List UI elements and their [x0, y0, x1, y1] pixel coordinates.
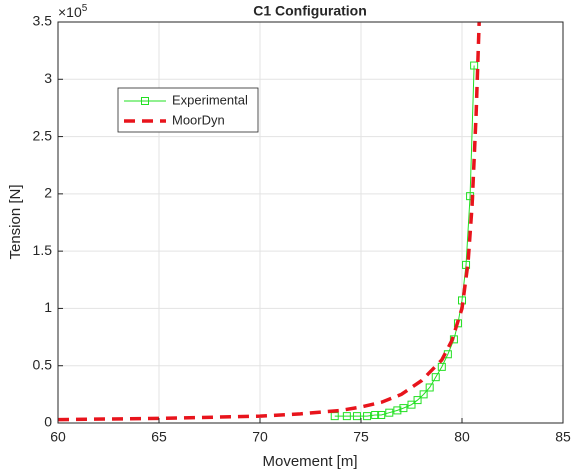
y-tick-label: 3.5 — [33, 13, 53, 29]
legend-label: MoorDyn — [172, 112, 225, 127]
x-tick-label: 80 — [454, 429, 470, 445]
marker — [470, 61, 479, 70]
legend-marker — [141, 97, 149, 105]
marker — [413, 396, 422, 405]
marker — [377, 410, 386, 419]
y-axis-label: Tension [N] — [7, 184, 24, 259]
data-layer — [58, 22, 481, 422]
marker — [449, 335, 458, 344]
plot-area — [58, 22, 563, 423]
x-tick-label: 75 — [353, 429, 369, 445]
marker — [399, 404, 408, 413]
legend-box — [117, 87, 259, 133]
marker — [407, 400, 416, 409]
y-tick-label: 1.5 — [33, 242, 53, 258]
plot-frame — [57, 21, 564, 424]
marker — [437, 362, 446, 371]
y-multiplier: ×105 — [58, 3, 88, 20]
x-tick-label: 60 — [50, 429, 66, 445]
marker — [393, 406, 402, 415]
y-tick-label: 3 — [44, 70, 52, 86]
y-tick-label: 0 — [44, 414, 52, 430]
x-tick-label: 85 — [555, 429, 571, 445]
marker — [352, 412, 361, 421]
y-multiplier-base: ×10 — [58, 4, 82, 20]
y-tick-label: 2.5 — [33, 127, 53, 143]
marker — [425, 383, 434, 392]
marker — [363, 412, 372, 421]
y-tick-label: 1 — [44, 299, 52, 315]
marker — [385, 408, 394, 417]
marker — [419, 390, 428, 399]
series-line — [58, 22, 481, 422]
marker — [342, 412, 351, 421]
y-multiplier-power: 5 — [82, 3, 88, 14]
x-tick-label: 65 — [151, 429, 167, 445]
legend: Experimental MoorDyn — [117, 87, 259, 133]
legend-label: Experimental — [172, 92, 248, 107]
y-tick-label: 0.5 — [33, 356, 53, 372]
x-tick-label: 70 — [252, 429, 268, 445]
marker — [431, 373, 440, 382]
marker — [371, 410, 380, 419]
y-tick-label: 2 — [44, 185, 52, 201]
x-axis-label: Movement [m] — [262, 453, 357, 470]
chart-title: C1 Configuration — [253, 3, 367, 19]
